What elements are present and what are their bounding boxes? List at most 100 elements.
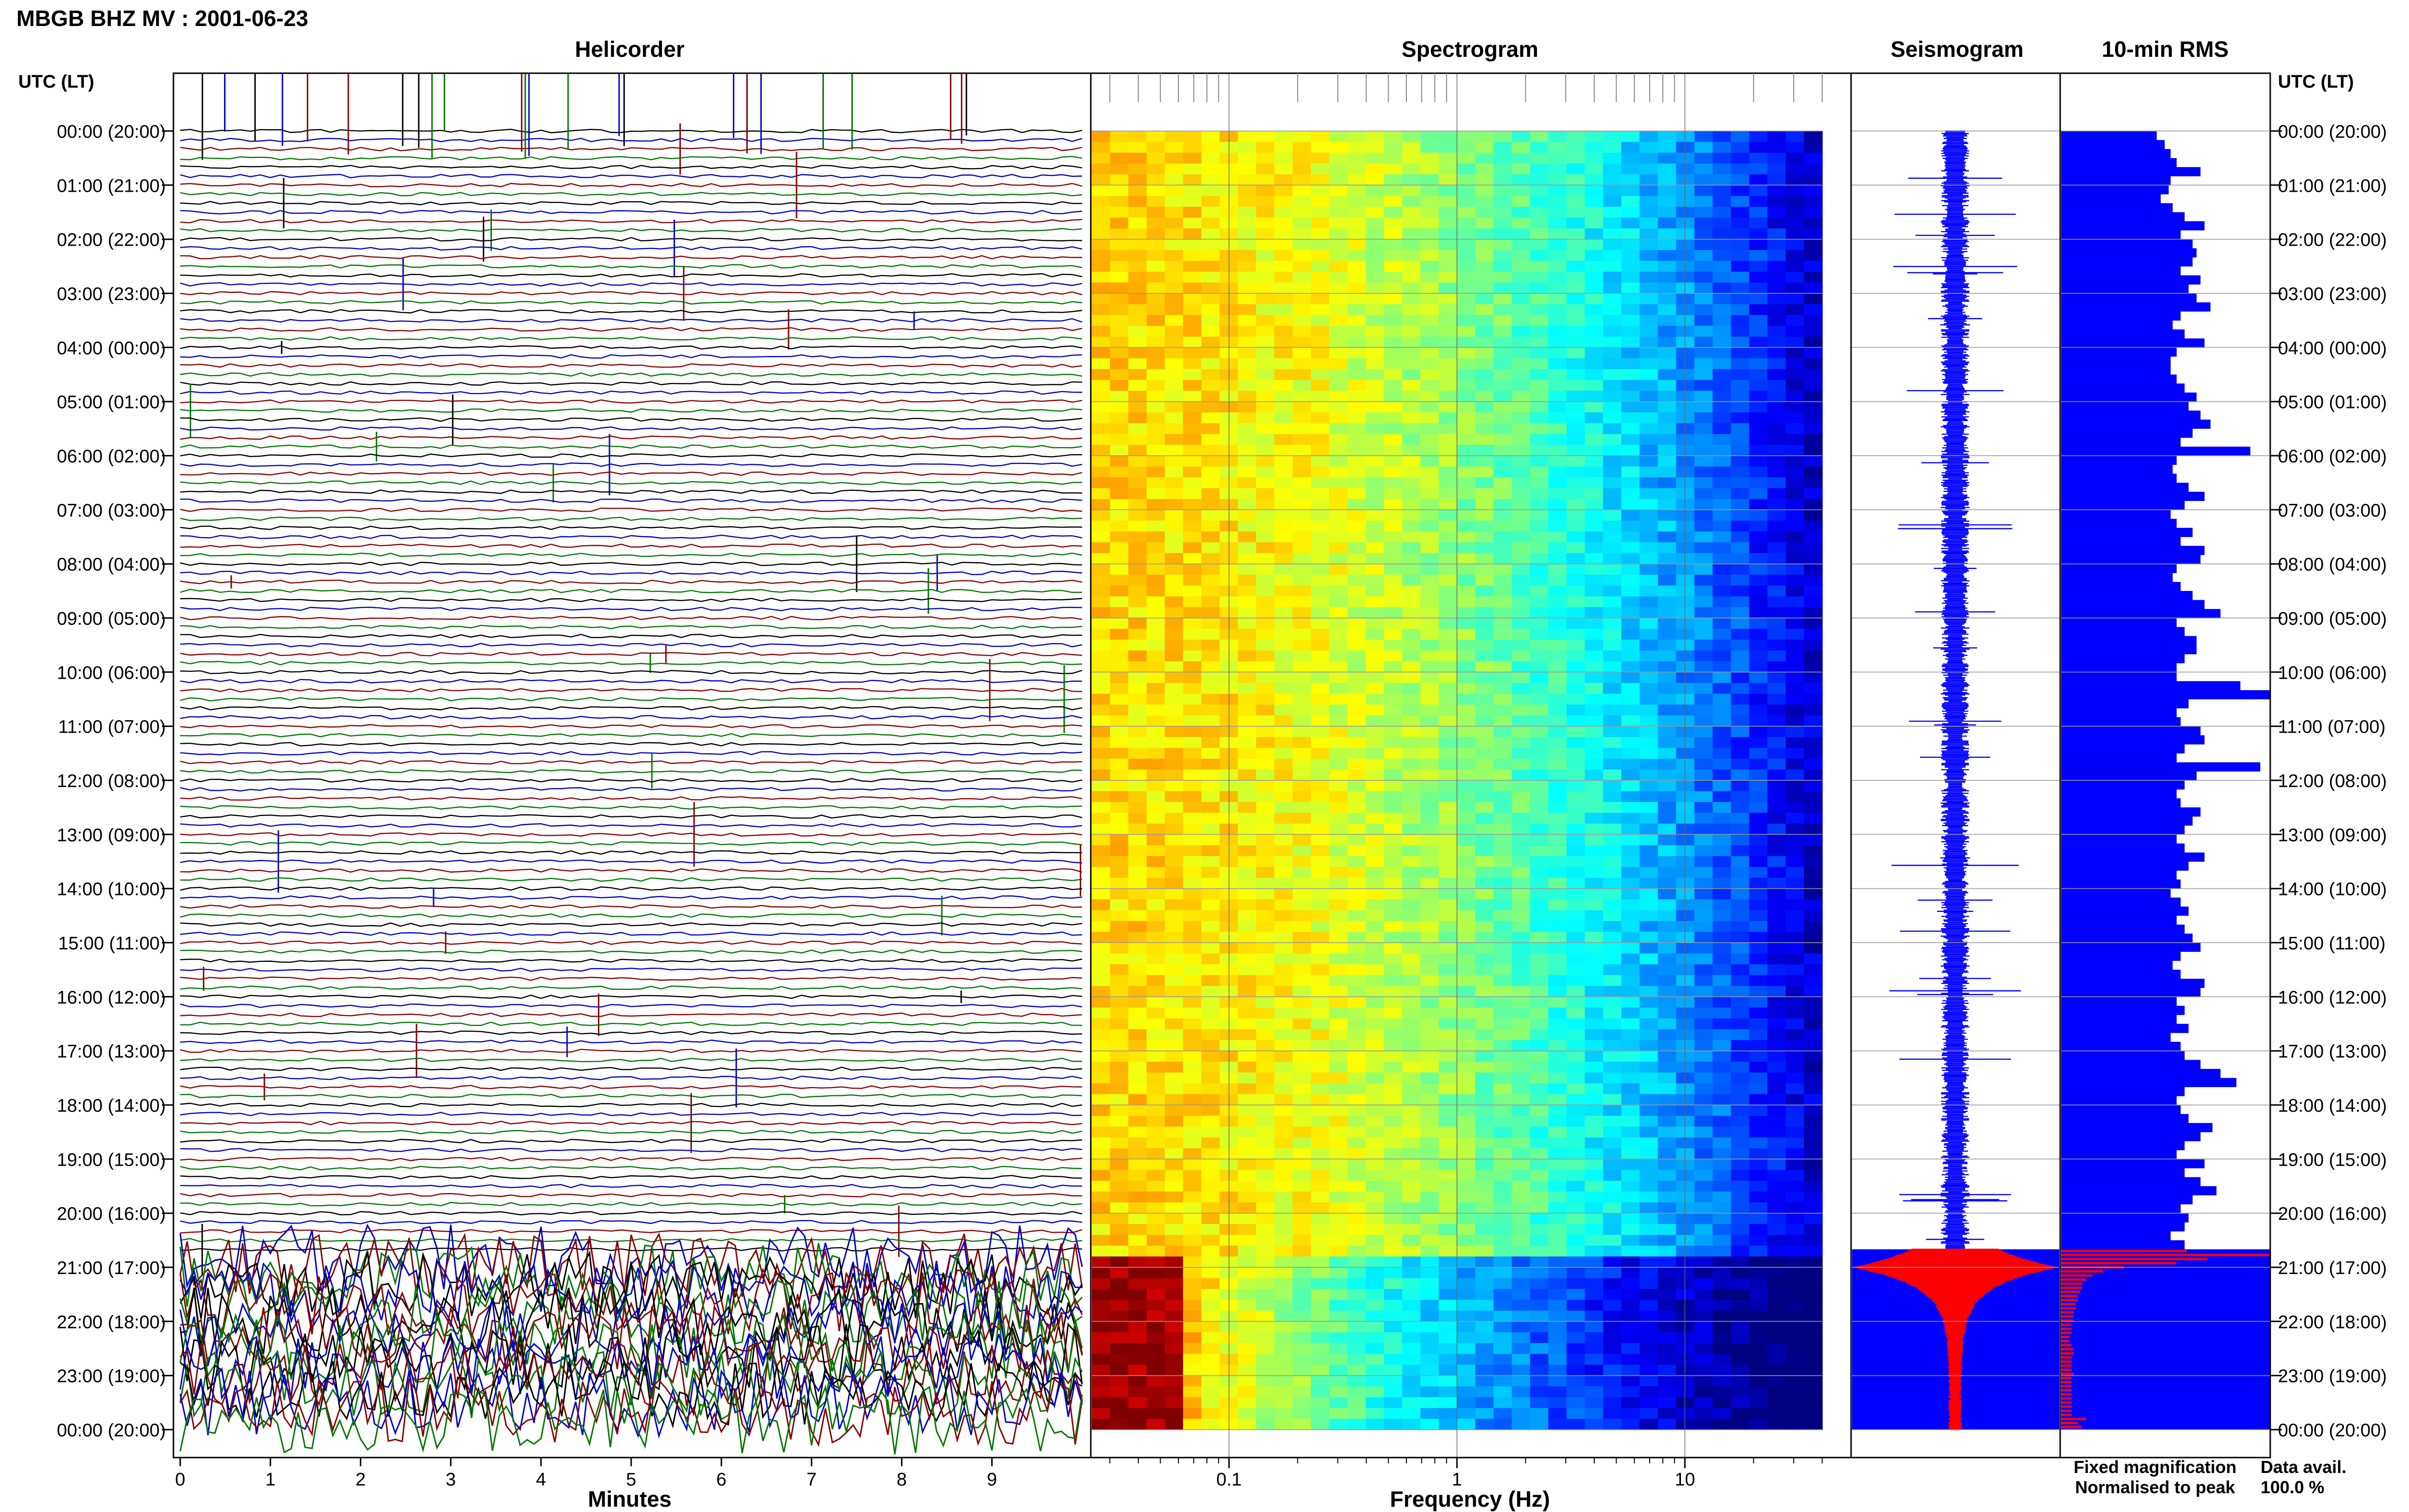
spectrogram-cell: [1548, 823, 1567, 835]
spectrogram-cell: [1731, 650, 1750, 662]
spectrogram-cell: [1110, 1083, 1129, 1095]
spectrogram-cell: [1749, 1018, 1768, 1030]
spectrogram-cell: [1329, 683, 1348, 695]
spectrogram-cell: [1347, 1191, 1366, 1203]
spectrogram-cell: [1347, 1408, 1366, 1420]
spectrogram-cell: [1511, 282, 1531, 294]
spectrogram-cell: [1767, 510, 1787, 521]
spectrogram-cell: [1238, 585, 1257, 597]
spectrogram-cell: [1238, 304, 1257, 316]
spectrogram-cell: [1201, 943, 1220, 954]
spectrogram-cell: [1548, 1116, 1567, 1127]
spectrogram-cell: [1548, 239, 1567, 251]
spectrogram-cell: [1274, 672, 1293, 684]
spectrogram-cell: [1439, 1051, 1457, 1063]
spectrogram-cell: [1329, 553, 1348, 565]
spectrogram-cell: [1475, 391, 1494, 402]
spectrogram-cell: [1475, 228, 1494, 240]
spectrogram-cell: [1274, 683, 1293, 695]
spectrogram-cell: [1274, 1278, 1293, 1289]
spectrogram-cell: [1347, 293, 1366, 305]
spectrogram-cell: [1329, 1181, 1348, 1192]
spectrogram-cell: [1566, 250, 1586, 262]
spectrogram-cell: [1657, 683, 1677, 695]
spectrogram-cell: [1548, 1256, 1567, 1268]
spectrogram-cell: [1092, 466, 1111, 478]
spectrogram-cell: [1749, 694, 1768, 705]
spectrogram-cell: [1457, 174, 1476, 186]
spectrogram-cell: [1767, 791, 1787, 802]
spectrogram-cell: [1347, 1321, 1366, 1333]
spectrogram-cell: [1749, 596, 1768, 608]
spectrogram-cell: [1621, 845, 1640, 857]
spectrogram-cell: [1110, 272, 1129, 283]
spectrogram-cell: [1640, 163, 1658, 175]
spectrogram-cell: [1548, 488, 1567, 500]
spectrogram-cell: [1475, 1040, 1494, 1052]
spectrogram-cell: [1621, 358, 1640, 370]
spectrogram-cell: [1439, 542, 1457, 554]
spectrogram-cell: [1384, 520, 1403, 532]
spectrogram-cell: [1347, 867, 1366, 879]
spectrogram-cell: [1165, 336, 1184, 348]
spectrogram-cell: [1786, 196, 1805, 208]
spectrogram-cell: [1329, 1018, 1348, 1030]
spectrogram-cell: [1274, 1007, 1293, 1019]
spectrogram-cell: [1731, 131, 1750, 143]
spectrogram-cell: [1511, 1062, 1531, 1073]
spectrogram-cell: [1676, 1375, 1695, 1387]
spectrogram-cell: [1439, 1310, 1457, 1322]
spectrogram-cell: [1548, 466, 1567, 478]
spectrogram-cell: [1292, 1072, 1311, 1084]
spectrogram-cell: [1640, 845, 1658, 857]
spectrogram-cell: [1092, 1202, 1111, 1214]
spectrogram-cell: [1146, 878, 1165, 889]
spectrogram-cell: [1165, 694, 1184, 705]
spectrogram-cell: [1292, 1278, 1311, 1289]
spectrogram-cell: [1128, 1083, 1147, 1095]
spectrogram-cell: [1439, 856, 1457, 868]
spectrogram-cell: [1274, 185, 1293, 197]
spectrogram-cell: [1183, 196, 1202, 208]
spectrogram-cell: [1256, 813, 1275, 824]
spectrogram-cell: [1238, 694, 1257, 705]
spectrogram-cell: [1256, 542, 1275, 554]
spectrogram-cell: [1274, 575, 1293, 586]
spectrogram-cell: [1092, 694, 1111, 705]
spectrogram-cell: [1566, 596, 1586, 608]
spectrogram-cell: [1676, 661, 1695, 673]
spectrogram-cell: [1493, 1375, 1512, 1387]
spectrogram-cell: [1384, 336, 1403, 348]
spectrogram-cell: [1128, 207, 1147, 218]
helicorder-trace: [180, 462, 1083, 467]
spectrogram-cell: [1621, 683, 1640, 695]
spectrogram-cell: [1457, 1408, 1476, 1420]
spectrogram-cell: [1621, 899, 1640, 911]
spectrogram-cell: [1183, 1170, 1202, 1182]
spectrogram-cell: [1365, 932, 1385, 943]
spectrogram-cell: [1548, 1365, 1567, 1376]
spectrogram-cell: [1786, 1288, 1805, 1301]
spectrogram-cell: [1548, 499, 1567, 511]
spectrogram-cell: [1621, 780, 1640, 792]
spectrogram-cell: [1640, 867, 1658, 879]
helicorder-trace: [180, 219, 1083, 224]
spectrogram-cell: [1384, 1202, 1403, 1214]
spectrogram-cell: [1640, 661, 1658, 673]
spectrogram-cell: [1457, 250, 1476, 262]
spectrogram-cell: [1712, 650, 1732, 662]
spectrogram-cell: [1767, 423, 1787, 435]
spectrogram-cell: [1165, 207, 1184, 218]
spectrogram-cell: [1566, 1332, 1586, 1344]
spectrogram-cell: [1530, 531, 1549, 543]
spectrogram-cell: [1110, 163, 1129, 175]
spectrogram-cell: [1804, 336, 1823, 348]
spectrogram-cell: [1804, 704, 1823, 716]
spectrogram-cell: [1731, 607, 1750, 618]
spectrogram-cell: [1530, 748, 1549, 760]
spectrogram-cell: [1566, 823, 1586, 835]
spectrogram-cell: [1365, 196, 1385, 208]
spectrogram-cell: [1694, 661, 1713, 673]
spectrogram-cell: [1640, 207, 1658, 218]
spectrogram-cell: [1256, 445, 1275, 456]
